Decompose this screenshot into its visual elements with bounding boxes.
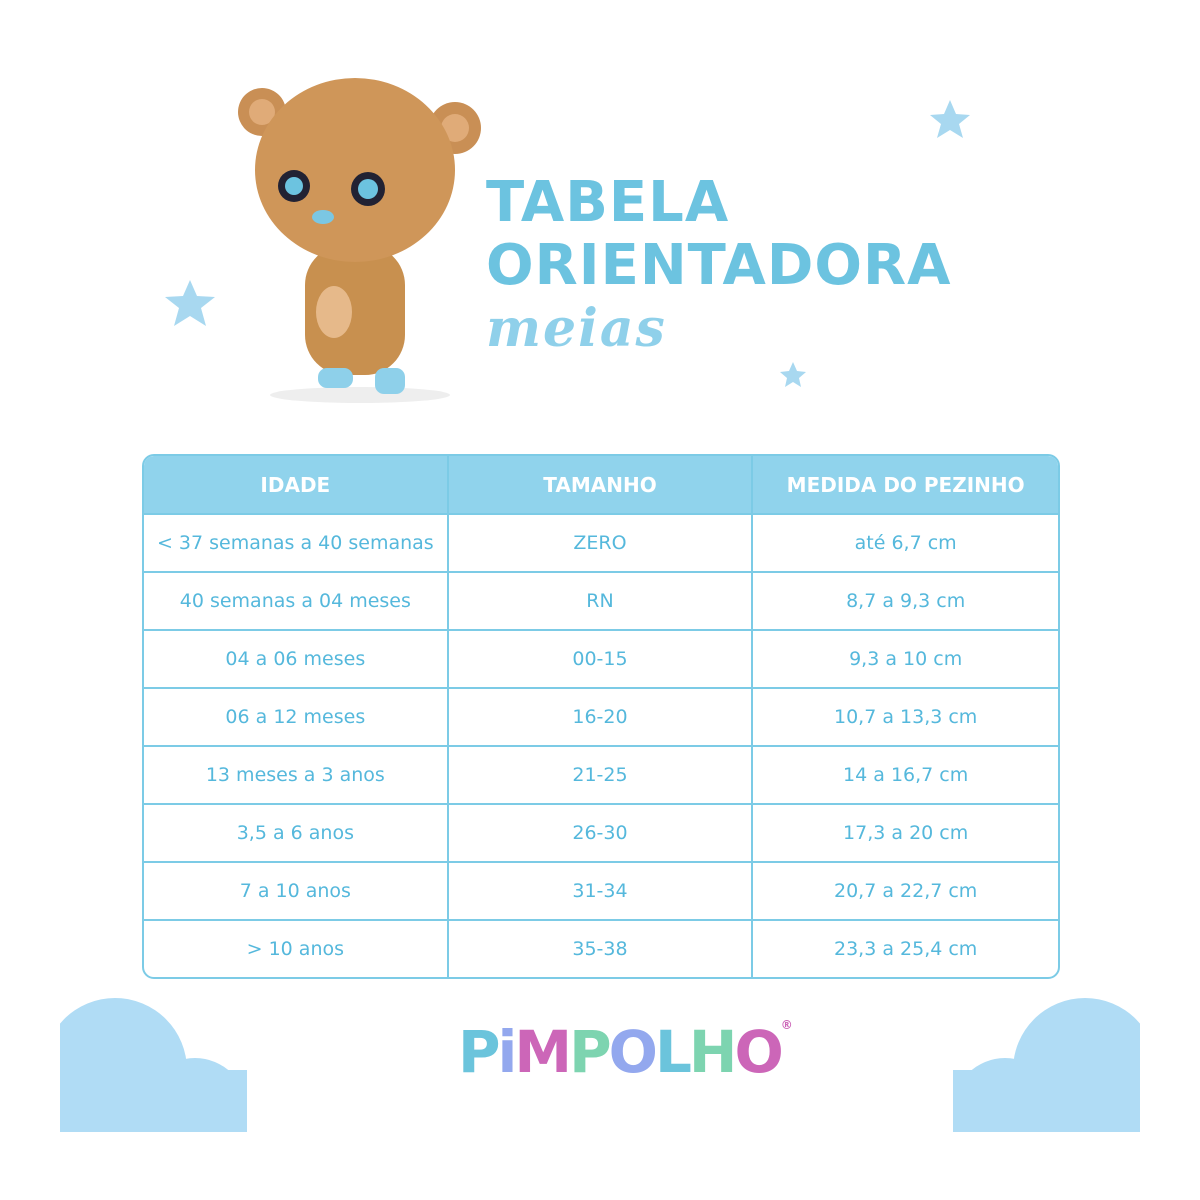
table-row: 3,5 a 6 anos 26-30 17,3 a 20 cm (144, 803, 1058, 861)
logo-letter: L (654, 1018, 692, 1086)
logo-letter: P (569, 1018, 611, 1086)
star-icon (165, 280, 215, 326)
table-cell: 31-34 (448, 861, 754, 919)
table-cell: 16-20 (448, 687, 754, 745)
logo-letter: O (608, 1018, 658, 1086)
table-cell: 17,3 a 20 cm (753, 803, 1058, 861)
table-cell: 14 a 16,7 cm (753, 745, 1058, 803)
table-cell: 00-15 (448, 629, 754, 687)
logo-letter: i (497, 1018, 518, 1086)
title-line-2: ORIENTADORA (486, 233, 952, 298)
table-cell: < 37 semanas a 40 semanas (144, 513, 449, 571)
table-cell: 21-25 (448, 745, 754, 803)
table-row: 13 meses a 3 anos 21-25 14 a 16,7 cm (144, 745, 1058, 803)
table-row: 06 a 12 meses 16-20 10,7 a 13,3 cm (144, 687, 1058, 745)
table-cell: 06 a 12 meses (144, 687, 449, 745)
size-table: IDADE TAMANHO MEDIDA DO PEZINHO < 37 sem… (142, 454, 1060, 979)
table-cell: 13 meses a 3 anos (144, 745, 449, 803)
table-cell: > 10 anos (144, 919, 449, 977)
table-cell: 10,7 a 13,3 cm (753, 687, 1058, 745)
table-cell: 20,7 a 22,7 cm (753, 861, 1058, 919)
col-header-medida: MEDIDA DO PEZINHO (753, 456, 1058, 513)
table-cell: RN (448, 571, 754, 629)
cloud-left (43, 998, 247, 1162)
table-row: 40 semanas a 04 meses RN 8,7 a 9,3 cm (144, 571, 1058, 629)
table-row: < 37 semanas a 40 semanas ZERO até 6,7 cm (144, 513, 1058, 571)
table-row: 7 a 10 anos 31-34 20,7 a 22,7 cm (144, 861, 1058, 919)
table-cell: 8,7 a 9,3 cm (753, 571, 1058, 629)
title-line-1: TABELA (486, 170, 730, 235)
col-header-idade: IDADE (144, 456, 449, 513)
logo-letter: P (458, 1018, 500, 1086)
table-cell: 3,5 a 6 anos (144, 803, 449, 861)
bear-illustration (238, 78, 481, 403)
star-icon (930, 100, 970, 138)
subtitle: meias (486, 298, 667, 359)
registered-mark: ® (780, 1018, 793, 1032)
table-cell: ZERO (448, 513, 754, 571)
table-cell: 35-38 (448, 919, 754, 977)
table-cell: até 6,7 cm (753, 513, 1058, 571)
star-icon (780, 362, 806, 387)
table-cell: 26-30 (448, 803, 754, 861)
table-cell: 04 a 06 meses (144, 629, 449, 687)
table-cell: 23,3 a 25,4 cm (753, 919, 1058, 977)
logo-letter: O (734, 1018, 783, 1086)
logo-letter: H (688, 1018, 738, 1086)
logo-letter: M (514, 1018, 572, 1086)
table-row: > 10 anos 35-38 23,3 a 25,4 cm (144, 919, 1058, 977)
table-cell: 9,3 a 10 cm (753, 629, 1058, 687)
table-row: 04 a 06 meses 00-15 9,3 a 10 cm (144, 629, 1058, 687)
table-cell: 40 semanas a 04 meses (144, 571, 449, 629)
col-header-tamanho: TAMANHO (448, 456, 754, 513)
pimpolho-logo: PiMPOLHO® (458, 1018, 793, 1086)
table-cell: 7 a 10 anos (144, 861, 449, 919)
